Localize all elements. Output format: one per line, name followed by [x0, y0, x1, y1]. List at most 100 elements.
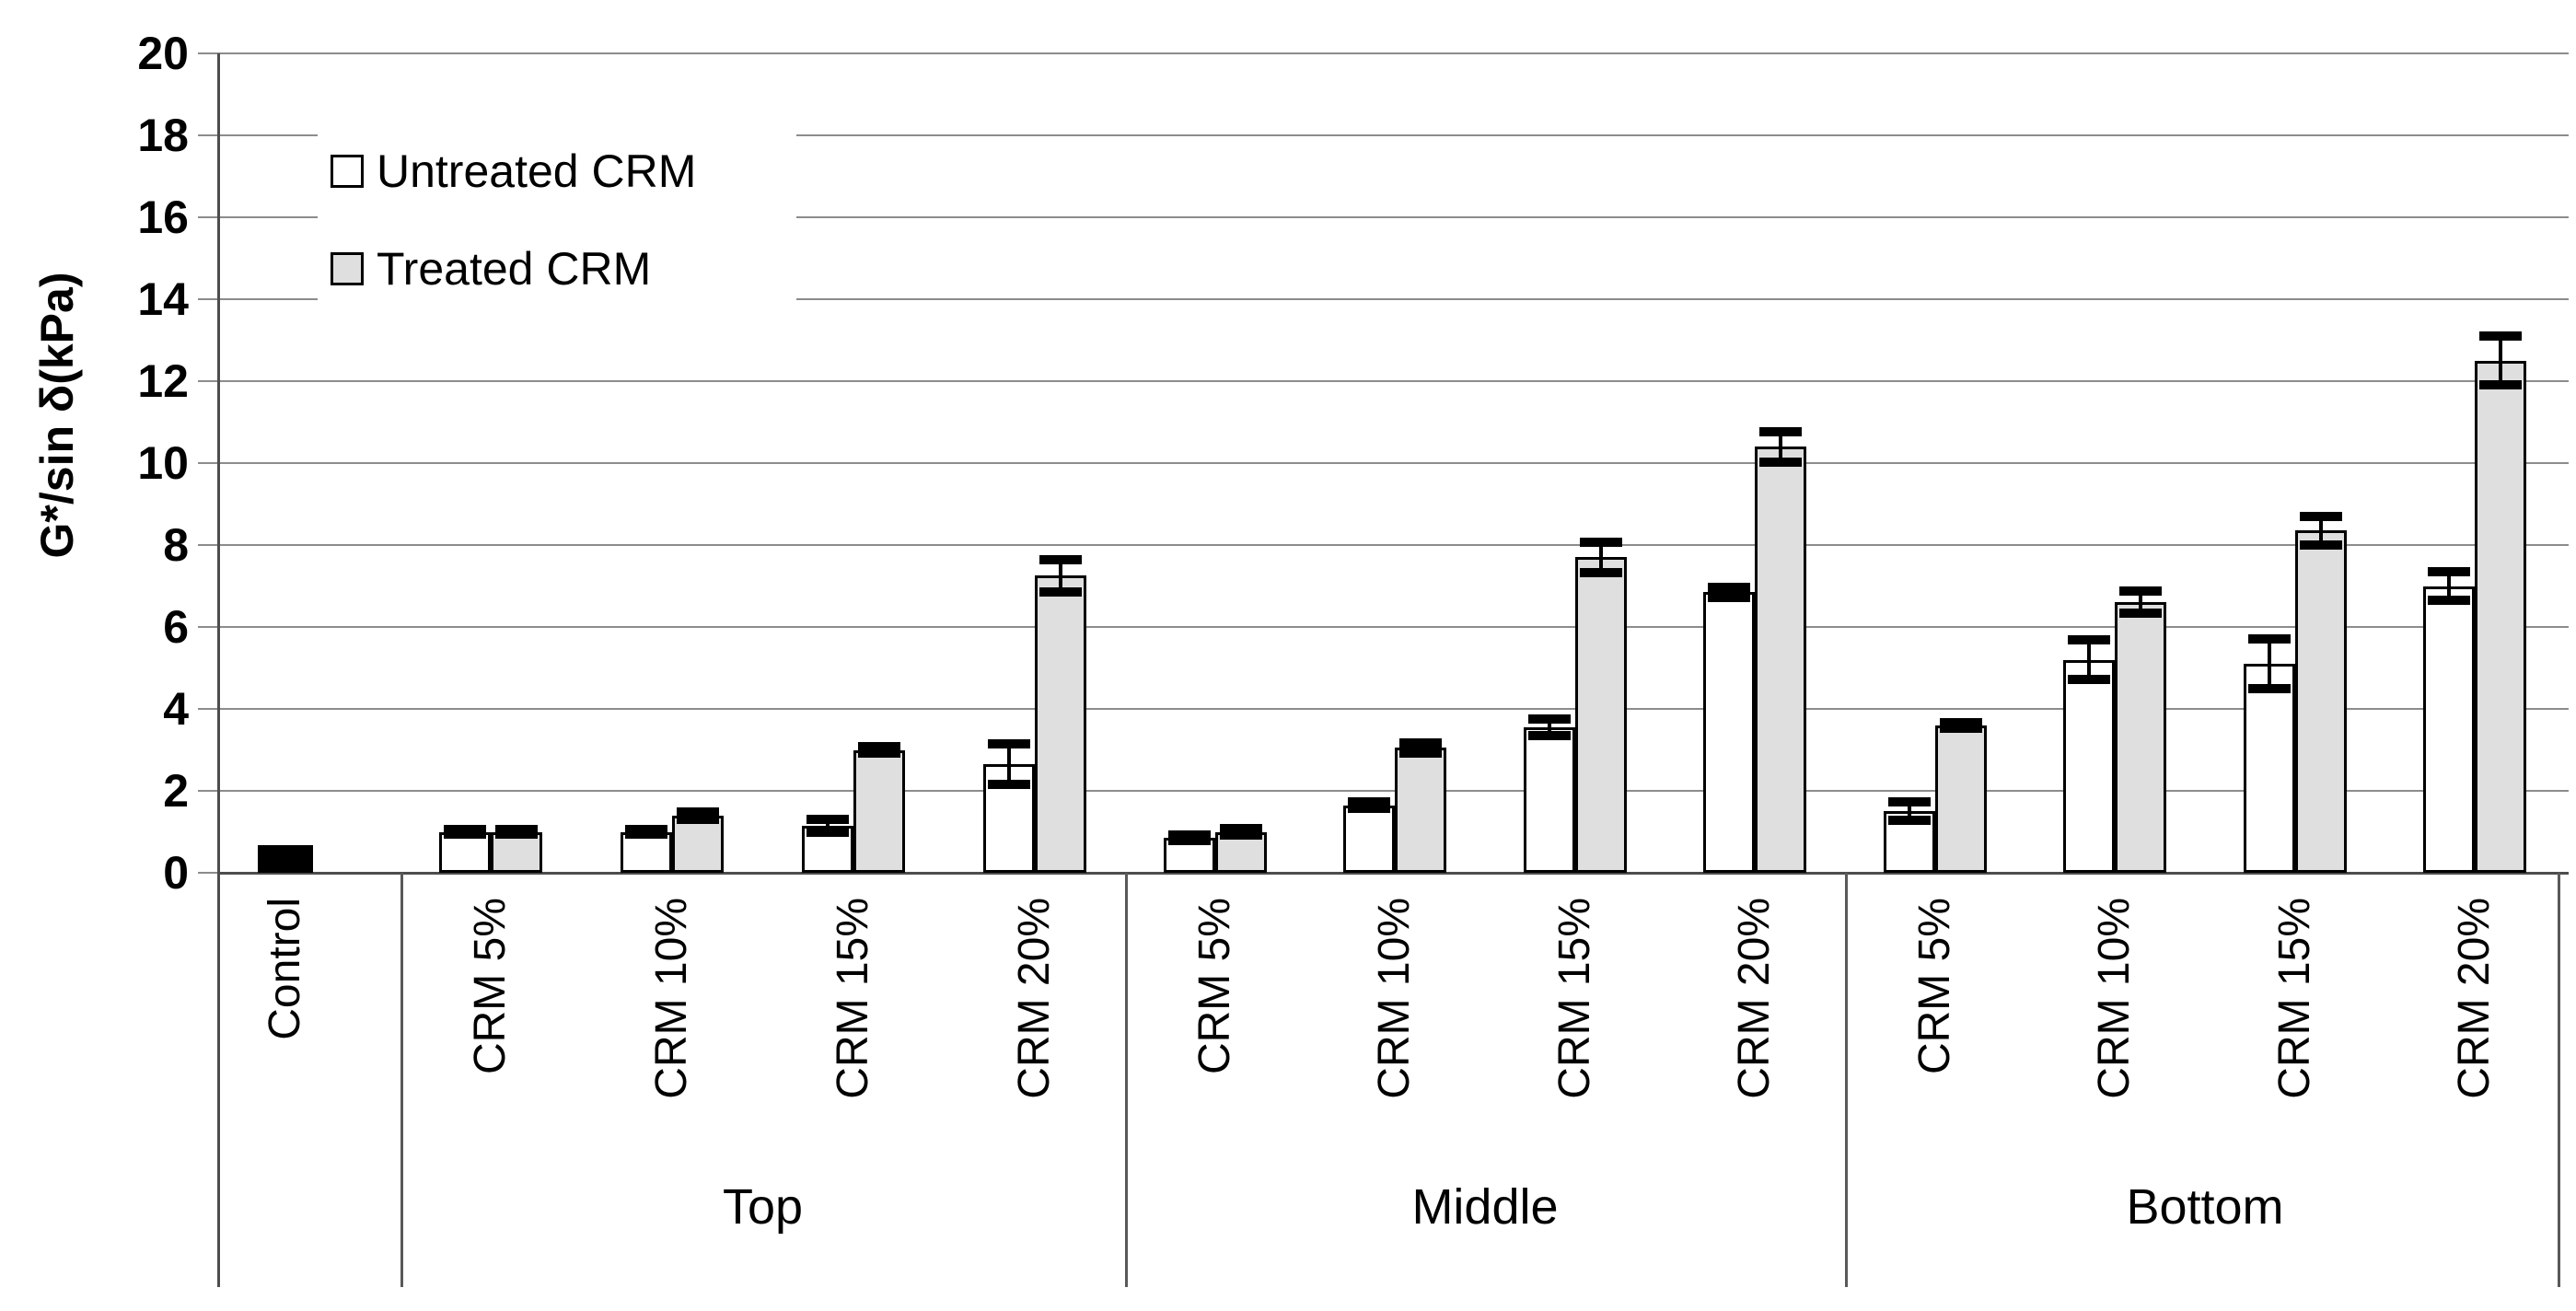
bar-treated — [1034, 575, 1086, 873]
control-bar — [258, 845, 313, 873]
bar-untreated — [2063, 659, 2116, 873]
y-tick-label: 18 — [137, 110, 189, 161]
gridline — [218, 462, 2569, 464]
error-bar-cap — [1939, 717, 1982, 727]
gridline — [218, 708, 2569, 710]
error-bar-cap — [1167, 836, 1211, 846]
error-bar-cap — [2068, 635, 2111, 645]
y-tick-label: 4 — [163, 683, 189, 735]
x-axis-line — [218, 872, 2569, 875]
bar-treated — [1574, 557, 1627, 873]
y-axis-tick — [198, 790, 218, 792]
error-bar-cap — [1399, 737, 1443, 748]
y-axis-tick — [198, 708, 218, 710]
group-label: Middle — [1411, 1179, 1559, 1235]
error-bar-whisker — [2447, 571, 2452, 601]
bar-treated — [1395, 748, 1447, 873]
error-bar-cap — [1708, 592, 1751, 602]
legend-item-treated: Treated CRM — [331, 242, 651, 296]
error-bar-cap — [987, 738, 1030, 748]
gridline — [218, 544, 2569, 546]
bar-treated — [1934, 725, 1987, 873]
error-bar-whisker — [2267, 639, 2271, 689]
gridline — [218, 216, 2569, 218]
error-bar-whisker — [1547, 719, 1551, 736]
error-bar-cap — [1219, 823, 1262, 833]
error-bar-cap — [444, 830, 487, 840]
error-bar-cap — [2299, 511, 2342, 521]
error-bar-cap — [1348, 803, 1391, 813]
gridline — [218, 626, 2569, 628]
bar-untreated — [1343, 805, 1396, 873]
y-tick-label: 14 — [137, 273, 189, 325]
bar-treated — [2475, 360, 2527, 873]
error-bar-cap — [1579, 537, 1622, 547]
bar-treated — [1755, 447, 1807, 873]
y-axis-tick — [198, 626, 218, 628]
category-label: CRM 5% — [466, 898, 516, 1075]
y-tick-label: 10 — [137, 437, 189, 489]
error-bar-cap — [857, 748, 900, 759]
error-bar-whisker — [825, 819, 830, 832]
error-bar-cap — [806, 815, 849, 825]
group-separator — [2558, 873, 2560, 1287]
error-bar-cap — [2247, 634, 2291, 644]
error-bar-cap — [625, 824, 668, 834]
y-axis-tick — [198, 298, 218, 300]
error-bar-whisker — [1779, 431, 1783, 462]
treated-swatch-icon — [331, 252, 364, 285]
legend-item-untreated: Untreated CRM — [331, 145, 696, 198]
error-bar-cap — [1527, 730, 1571, 740]
error-bar-cap — [677, 814, 720, 824]
error-bar-cap — [1759, 426, 1803, 436]
gridline — [218, 298, 2569, 300]
error-bar-whisker — [1907, 802, 1911, 821]
error-bar-cap — [1039, 587, 1082, 597]
error-bar-whisker — [2087, 640, 2092, 679]
error-bar-cap — [2428, 566, 2471, 576]
error-bar-cap — [444, 824, 487, 834]
error-bar-cap — [2247, 683, 2291, 693]
y-tick-label: 12 — [137, 355, 189, 407]
bar-untreated — [1703, 592, 1756, 873]
gridline — [218, 134, 2569, 136]
bar-treated — [853, 749, 905, 873]
error-bar-cap — [987, 780, 1030, 790]
error-bar-cap — [806, 827, 849, 837]
error-bar-cap — [1887, 816, 1931, 826]
error-bar-cap — [677, 806, 720, 817]
y-tick-label: 6 — [163, 601, 189, 653]
error-bar-whisker — [1727, 586, 1732, 597]
error-bar-cap — [625, 830, 668, 840]
bar-untreated — [1523, 727, 1575, 873]
y-axis-tick — [198, 380, 218, 382]
y-tick-label: 0 — [163, 847, 189, 899]
y-axis-tick — [198, 52, 218, 54]
error-bar-whisker — [1598, 541, 1603, 573]
bar-treated — [2115, 602, 2167, 873]
error-bar-cap — [857, 741, 900, 751]
gridline — [218, 790, 2569, 792]
category-label: CRM 5% — [1189, 898, 1239, 1075]
category-label: CRM 20% — [1730, 898, 1780, 1099]
legend-label: Treated CRM — [377, 243, 652, 295]
error-bar-cap — [1219, 830, 1262, 841]
gridline — [218, 380, 2569, 382]
y-axis-tick — [198, 462, 218, 464]
y-axis-tick — [198, 134, 218, 136]
error-bar-cap — [1039, 554, 1082, 564]
error-bar-cap — [495, 824, 539, 834]
y-axis-line — [217, 53, 220, 1287]
y-tick-label: 16 — [137, 191, 189, 243]
bar-treated — [2294, 530, 2347, 873]
error-bar-whisker — [2318, 516, 2323, 545]
error-bar-cap — [1348, 797, 1391, 807]
error-bar-cap — [1399, 748, 1443, 758]
untreated-swatch-icon — [331, 155, 364, 188]
y-tick-label: 8 — [163, 519, 189, 571]
legend-label: Untreated CRM — [377, 145, 697, 197]
y-axis-tick — [198, 544, 218, 546]
group-label: Top — [722, 1179, 804, 1235]
error-bar-whisker — [2499, 336, 2503, 386]
